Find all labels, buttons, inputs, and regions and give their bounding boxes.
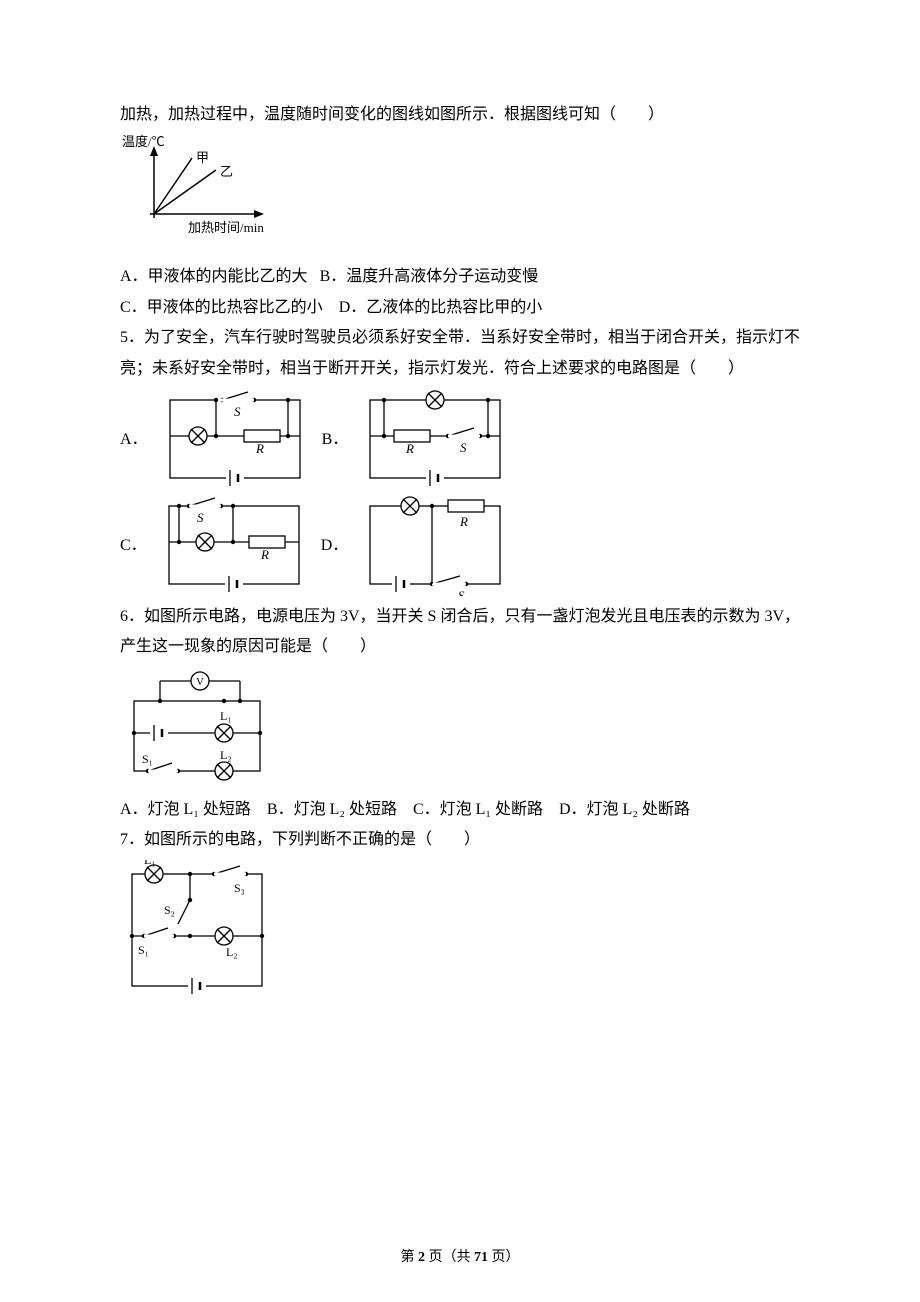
svg-text:S₁: S₁ [142, 752, 153, 766]
q6-opt-a: A．灯泡 L₁ 处短路 [120, 801, 251, 818]
q5-row2: C． S R D． [120, 496, 800, 596]
q4-options-row2: C．甲液体的比热容比乙的小 D．乙液体的比热容比甲的小 [120, 293, 800, 323]
q5-row1: A． S R [120, 390, 800, 490]
q6-circuit: V L₁ S₁ [120, 667, 800, 787]
q4-options-row1: A．甲液体的内能比乙的大 B．温度升高液体分子运动变慢 [120, 262, 800, 292]
page: 加热，加热过程中，温度随时间变化的图线如图所示．根据图线可知（ ） 甲 乙 温度… [0, 0, 920, 1302]
q6-options: A．灯泡 L₁ 处短路 B．灯泡 L₂ 处短路 C．灯泡 L₁ 处断路 D．灯泡… [120, 795, 800, 825]
svg-text:S: S [460, 440, 467, 455]
svg-text:S₂: S₂ [164, 903, 175, 917]
q6-opt-b: B．灯泡 L₂ 处短路 [267, 801, 397, 818]
svg-text:S: S [458, 588, 465, 596]
q5-stem: 5．为了安全，汽车行驶时驾驶员必须系好安全带．当系好安全带时，相当于闭合开关，指… [120, 323, 800, 384]
footer-page: 2 [418, 1250, 425, 1265]
svg-text:S₃: S₃ [234, 881, 245, 895]
svg-text:R: R [260, 547, 269, 562]
q4-series-jia-label: 甲 [196, 150, 209, 165]
svg-text:S₁: S₁ [138, 943, 149, 957]
q4-opt-a: A．甲液体的内能比乙的大 [120, 268, 308, 285]
q4-x-label: 加热时间/min [188, 220, 264, 235]
footer-prefix: 第 [401, 1250, 419, 1265]
q4-opt-d: D．乙液体的比热容比甲的小 [339, 299, 543, 316]
footer-total: 71 [474, 1250, 488, 1265]
svg-text:R: R [405, 441, 414, 456]
svg-text:L₁: L₁ [144, 860, 156, 867]
q6-opt-d: D．灯泡 L₂ 处断路 [559, 801, 690, 818]
footer-suffix: 页） [488, 1250, 520, 1265]
q7-stem: 7．如图所示的电路，下列判断不正确的是（ ） [120, 825, 800, 855]
q5-opt-a-label: A． [120, 425, 148, 455]
q5-circuit-c: S R [159, 496, 309, 596]
q7-circuit: L₁ S₃ S₂ S₁ [120, 860, 800, 1000]
q5-opt-c-label: C． [120, 531, 147, 561]
svg-text:L₂: L₂ [220, 748, 232, 762]
q4-stem: 加热，加热过程中，温度随时间变化的图线如图所示．根据图线可知（ ） [120, 100, 800, 130]
q5-opt-b-label: B． [322, 425, 349, 455]
q4-series-yi-label: 乙 [220, 164, 233, 179]
q6-stem: 6．如图所示电路，电源电压为 3V，当开关 S 闭合后，只有一盏灯泡发光且电压表… [120, 602, 800, 663]
page-footer: 第 2 页（共 71 页） [0, 1245, 920, 1272]
footer-mid: 页（共 [425, 1250, 474, 1265]
svg-text:R: R [459, 514, 468, 529]
q4-y-label: 温度/℃ [122, 134, 165, 149]
q5-circuit-d: R S [360, 496, 510, 596]
svg-text:L₁: L₁ [220, 709, 232, 723]
q4-graph: 甲 乙 温度/℃ 加热时间/min [120, 134, 800, 254]
q6-opt-c: C．灯泡 L₁ 处断路 [413, 801, 543, 818]
q5-circuit-b: R S [360, 390, 510, 490]
svg-text:L₂: L₂ [226, 945, 238, 959]
q4-opt-b: B．温度升高液体分子运动变慢 [320, 268, 539, 285]
q5-opt-d-label: D． [321, 531, 349, 561]
svg-text:S: S [197, 510, 204, 525]
svg-text:R: R [255, 441, 264, 456]
q5-circuit-a: S R [160, 390, 310, 490]
svg-text:V: V [196, 676, 204, 688]
q4-opt-c: C．甲液体的比热容比乙的小 [120, 299, 323, 316]
svg-text:S: S [234, 404, 241, 419]
